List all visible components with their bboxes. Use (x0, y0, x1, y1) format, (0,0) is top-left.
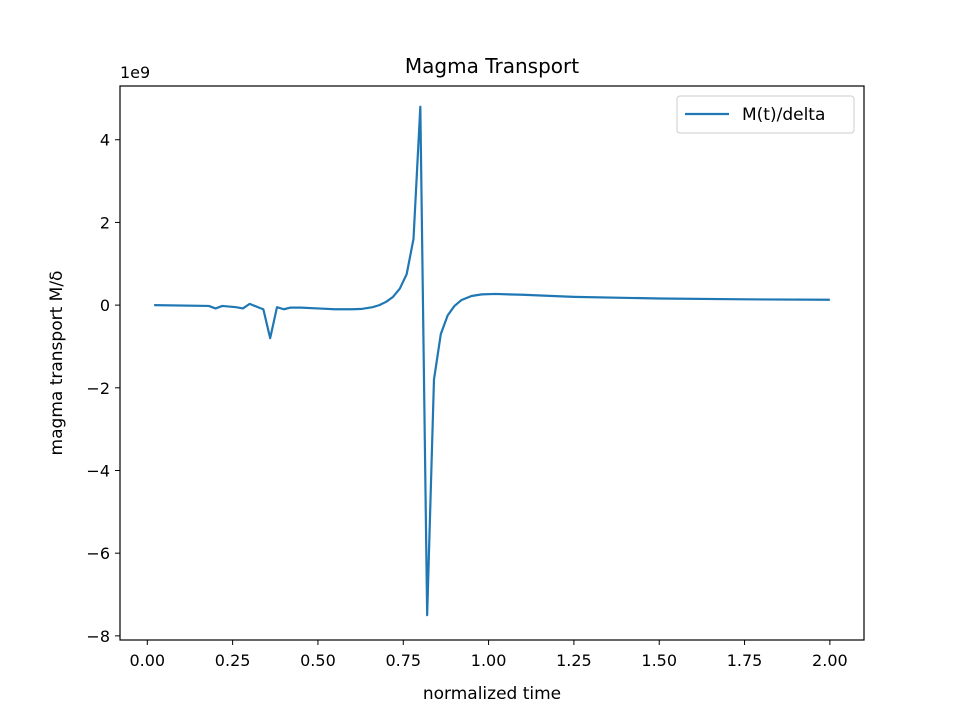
y-axis: −8 −6 −4 −2 0 2 4 (86, 131, 120, 646)
y-tick-label: −4 (86, 461, 110, 480)
legend-label: M(t)/delta (742, 105, 825, 125)
y-tick-label: −8 (86, 627, 110, 646)
x-tick-label: 1.00 (471, 651, 507, 670)
x-tick-label: 1.75 (727, 651, 763, 670)
series-layer (154, 105, 830, 617)
x-axis: 0.00 0.25 0.50 0.75 1.00 1.25 1.50 1.75 2.00 (129, 640, 848, 670)
x-tick-label: 0.75 (385, 651, 421, 670)
plot-frame (119, 85, 865, 641)
y-axis-title: magma transport M/δ (47, 271, 67, 456)
y-tick-label: 2 (100, 213, 110, 232)
x-tick-label: 2.00 (812, 651, 848, 670)
y-tick-label: −2 (86, 379, 110, 398)
series-line-m-t-delta (154, 105, 830, 617)
chart-title: Magma Transport (405, 54, 579, 78)
x-tick-label: 1.50 (641, 651, 677, 670)
y-tick-label: 4 (100, 131, 110, 150)
legend: M(t)/delta (676, 95, 855, 134)
x-tick-label: 1.25 (556, 651, 592, 670)
x-tick-label: 0.25 (215, 651, 251, 670)
legend-box (676, 95, 855, 134)
y-tick-label: −6 (86, 544, 110, 563)
y-offset-label: 1e9 (120, 63, 150, 82)
x-axis-title: normalized time (423, 684, 561, 704)
y-tick-label: 0 (100, 296, 110, 315)
x-tick-label: 0.50 (300, 651, 336, 670)
x-tick-label: 0.00 (129, 651, 165, 670)
